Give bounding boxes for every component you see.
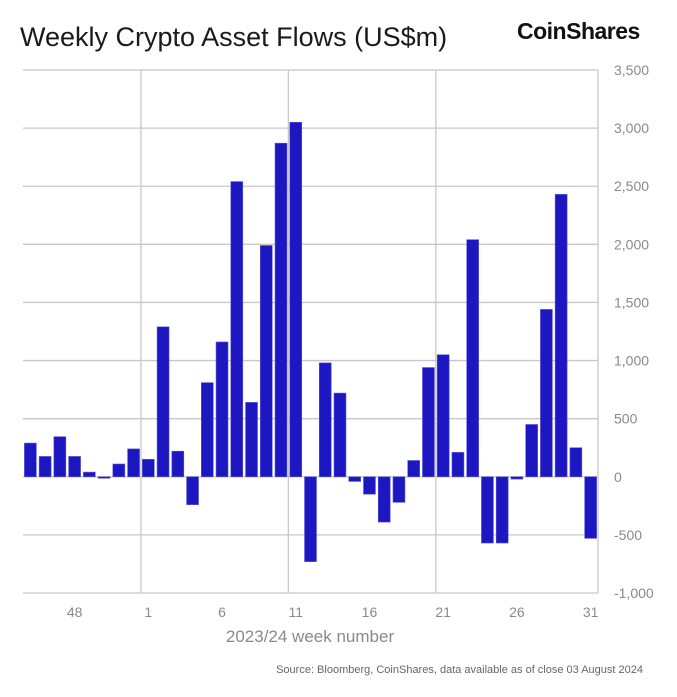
bar-week-46: [38, 456, 52, 478]
x-tick-label: 48: [67, 604, 83, 620]
chart-title: Weekly Crypto Asset Flows (US$m): [20, 22, 448, 52]
bar-week-14: [333, 392, 347, 478]
bar-week-25: [495, 476, 509, 544]
bar-week-12: [304, 476, 317, 562]
bar-week-31: [584, 476, 597, 539]
bar-week-30: [569, 447, 583, 478]
bar-week-21: [436, 354, 450, 478]
y-tick-label: -500: [614, 527, 642, 543]
bar-week-49: [83, 471, 96, 478]
bar-week-2: [156, 326, 170, 478]
x-tick-label: 16: [362, 604, 378, 620]
y-tick-label: 1,000: [614, 353, 649, 369]
coinshares-logo: CoinShares: [517, 18, 640, 44]
bar-week-29: [554, 194, 568, 478]
bar-week-18: [392, 476, 406, 503]
bar-week-6: [215, 341, 229, 478]
bar-week-3: [171, 450, 185, 478]
bar-week-13: [318, 362, 332, 478]
bar-week-48: [68, 456, 81, 478]
bar-week-8: [245, 402, 258, 478]
bar-week-51: [112, 463, 126, 478]
y-tick-label: 0: [614, 469, 622, 485]
y-tick-label: 2,000: [614, 236, 649, 252]
source-note: Source: Bloomberg, CoinShares, data avai…: [276, 664, 643, 676]
x-tick-label: 26: [509, 604, 525, 620]
bar-week-19: [407, 460, 420, 478]
x-axis-label: 2023/24 week number: [226, 627, 395, 646]
bar-week-10: [274, 142, 288, 478]
bar-week-27: [525, 424, 538, 478]
x-tick-label: 11: [288, 604, 303, 620]
y-tick-label: -1,000: [614, 585, 654, 601]
bar-week-16: [363, 476, 376, 495]
x-tick-label: 31: [583, 604, 599, 620]
bar-week-11: [289, 122, 303, 478]
bar-week-22: [451, 452, 465, 478]
bar-week-24: [481, 476, 494, 544]
bar-week-47: [53, 436, 67, 478]
bar-week-9: [259, 245, 273, 478]
y-tick-label: 3,500: [614, 62, 649, 78]
bar-week-52: [127, 448, 140, 478]
bar-week-23: [466, 239, 479, 478]
x-tick-label: 1: [144, 604, 152, 620]
y-tick-label: 2,500: [614, 178, 649, 194]
x-tick-label: 6: [218, 604, 226, 620]
bar-week-45: [24, 442, 37, 478]
bar-week-50: [97, 476, 111, 479]
bar-week-7: [230, 181, 244, 478]
bar-week-15: [348, 476, 362, 482]
bar-week-4: [186, 476, 199, 505]
bar-week-26: [510, 476, 524, 480]
bar-week-20: [422, 367, 435, 478]
y-tick-label: 500: [614, 411, 638, 427]
x-tick-label: 21: [435, 604, 451, 620]
y-tick-label: 1,500: [614, 294, 649, 310]
bar-week-28: [540, 309, 553, 478]
bar-week-5: [201, 382, 214, 478]
y-tick-label: 3,000: [614, 120, 649, 136]
bar-week-17: [377, 476, 391, 523]
bar-week-1: [142, 459, 155, 478]
